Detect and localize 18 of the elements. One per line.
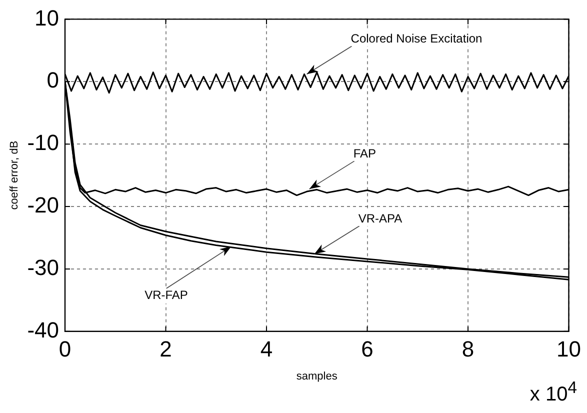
y-tick-label: 10 — [34, 5, 59, 30]
y-tick-label: -20 — [27, 192, 59, 218]
x-axis-title: samples — [296, 370, 338, 382]
y-tick-label: -30 — [27, 255, 59, 280]
annotation: Colored Noise Excitation — [350, 31, 482, 46]
annotation: VR-APA — [358, 211, 402, 226]
x-tick-label: 6 — [361, 336, 374, 362]
annotation: FAP — [353, 146, 376, 160]
x-tick-label: 8 — [462, 336, 474, 362]
y-tick-label: 0 — [46, 68, 59, 93]
x-tick-label: 10 — [556, 336, 582, 362]
x-tick-label: 2 — [160, 336, 172, 362]
y-axis-title: coeff error, dB — [8, 140, 21, 210]
x-tick-label: 4 — [260, 336, 273, 362]
text: x 10$^{4}$ — [530, 378, 577, 407]
annotation: VR-FAP — [144, 288, 188, 302]
y-tick-label: -40 — [27, 317, 59, 342]
y-tick-label: -10 — [27, 130, 59, 156]
